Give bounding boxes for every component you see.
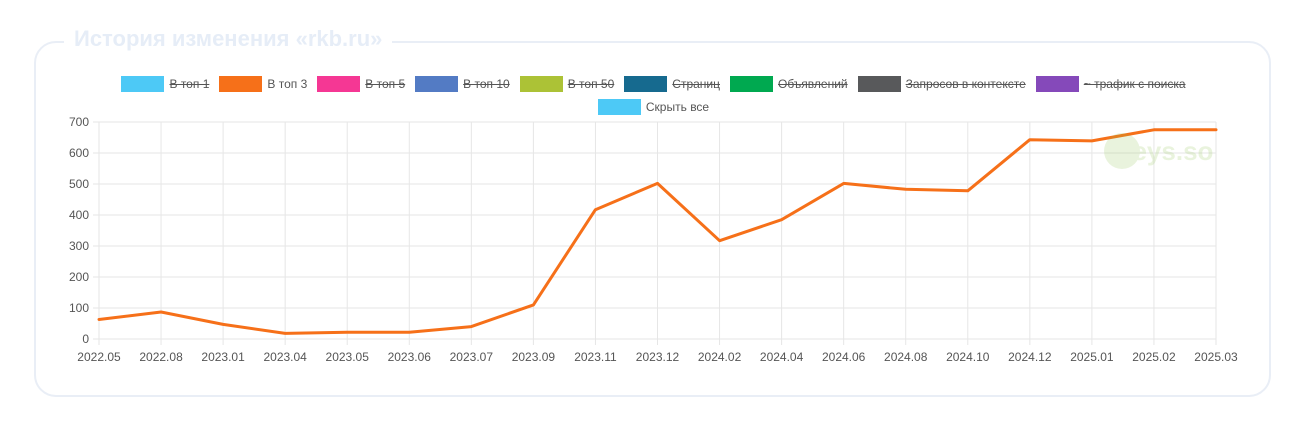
x-tick-label: 2023.06 bbox=[388, 350, 432, 364]
legend-label: В топ 1 bbox=[169, 77, 210, 91]
legend-item[interactable]: В топ 10 bbox=[415, 74, 510, 94]
y-tick-label: 300 bbox=[69, 239, 89, 253]
legend-row: В топ 1 В топ 3 В топ 5 В топ 10 В топ 50 Стр… bbox=[0, 74, 1307, 94]
legend-swatch bbox=[1035, 76, 1079, 92]
x-tick-label: 2024.06 bbox=[822, 350, 866, 364]
legend-item[interactable]: Запросов в контексте bbox=[857, 74, 1026, 94]
watermark-text: keys.so bbox=[1118, 135, 1214, 166]
x-tick-label: 2023.01 bbox=[201, 350, 245, 364]
keys-so-logo-icon bbox=[1104, 133, 1140, 169]
y-tick-label: 500 bbox=[69, 177, 89, 191]
y-tick-label: 0 bbox=[82, 332, 89, 346]
x-tick-label: 2023.12 bbox=[636, 350, 680, 364]
x-tick-label: 2024.10 bbox=[946, 350, 990, 364]
x-tick-label: 2025.03 bbox=[1194, 350, 1238, 364]
y-tick-label: 400 bbox=[69, 208, 89, 222]
series-line bbox=[97, 128, 1218, 335]
legend-item[interactable]: В топ 1 bbox=[121, 74, 209, 94]
y-tick-label: 100 bbox=[69, 301, 89, 315]
x-tick-label: 2024.08 bbox=[884, 350, 928, 364]
keys-so-watermark: keys.so bbox=[1104, 133, 1213, 169]
y-tick-label: 700 bbox=[69, 115, 89, 129]
x-tick-label: 2023.11 bbox=[574, 350, 617, 364]
legend-label: В топ 10 bbox=[463, 77, 510, 91]
x-tick-label: 2025.01 bbox=[1070, 350, 1114, 364]
x-tick-label: 2023.09 bbox=[512, 350, 556, 364]
legend-label: ~ трафик с поиска bbox=[1083, 77, 1186, 91]
legend-label: Скрыть все bbox=[645, 100, 710, 114]
x-tick-label: 2022.05 bbox=[77, 350, 121, 364]
legend-item[interactable]: Страниц bbox=[624, 74, 720, 94]
legend-label: Запросов в контексте bbox=[905, 77, 1026, 91]
legend-row: Скрыть все bbox=[0, 97, 1307, 117]
y-tick-label: 200 bbox=[69, 270, 89, 284]
x-tick-label: 2023.05 bbox=[326, 350, 370, 364]
legend-label: В топ 5 bbox=[365, 77, 406, 91]
legend-item[interactable]: В топ 50 bbox=[519, 74, 615, 94]
legend-label: В топ 3 bbox=[267, 77, 308, 91]
x-tick-label: 2023.04 bbox=[263, 350, 307, 364]
legend-item[interactable]: В топ 3 bbox=[219, 74, 307, 94]
chart-legend: В топ 1 В топ 3 В топ 5 В топ 10 В топ 50 Стр… bbox=[0, 74, 1307, 120]
x-tick-label: 2024.04 bbox=[760, 350, 804, 364]
legend-swatch bbox=[597, 99, 641, 115]
card-title: История изменения «rkb.ru» bbox=[64, 26, 393, 52]
legend-item[interactable]: Скрыть все bbox=[597, 97, 710, 117]
legend-label: В топ 50 bbox=[567, 77, 615, 91]
legend-item[interactable]: ~ трафик с поиска bbox=[1035, 74, 1186, 94]
legend-label: Объявлений bbox=[778, 77, 848, 91]
x-tick-label: 2022.08 bbox=[139, 350, 183, 364]
legend-item[interactable]: В топ 5 bbox=[317, 74, 405, 94]
legend-label: Страниц bbox=[672, 77, 720, 91]
legend-swatch bbox=[857, 76, 901, 92]
x-tick-label: 2025.02 bbox=[1132, 350, 1176, 364]
legend-swatch bbox=[730, 76, 773, 92]
x-tick-label: 2023.07 bbox=[450, 350, 494, 364]
legend-swatch bbox=[624, 76, 668, 92]
chart-card bbox=[34, 41, 1271, 397]
x-tick-label: 2024.12 bbox=[1008, 350, 1052, 364]
legend-swatch bbox=[317, 76, 361, 92]
x-tick-label: 2024.02 bbox=[698, 350, 742, 364]
legend-swatch bbox=[121, 76, 165, 92]
legend-swatch bbox=[519, 76, 563, 92]
legend-item[interactable]: Объявлений bbox=[730, 74, 848, 94]
legend-swatch bbox=[219, 76, 263, 92]
y-tick-label: 600 bbox=[69, 146, 89, 160]
legend-swatch bbox=[415, 76, 459, 92]
